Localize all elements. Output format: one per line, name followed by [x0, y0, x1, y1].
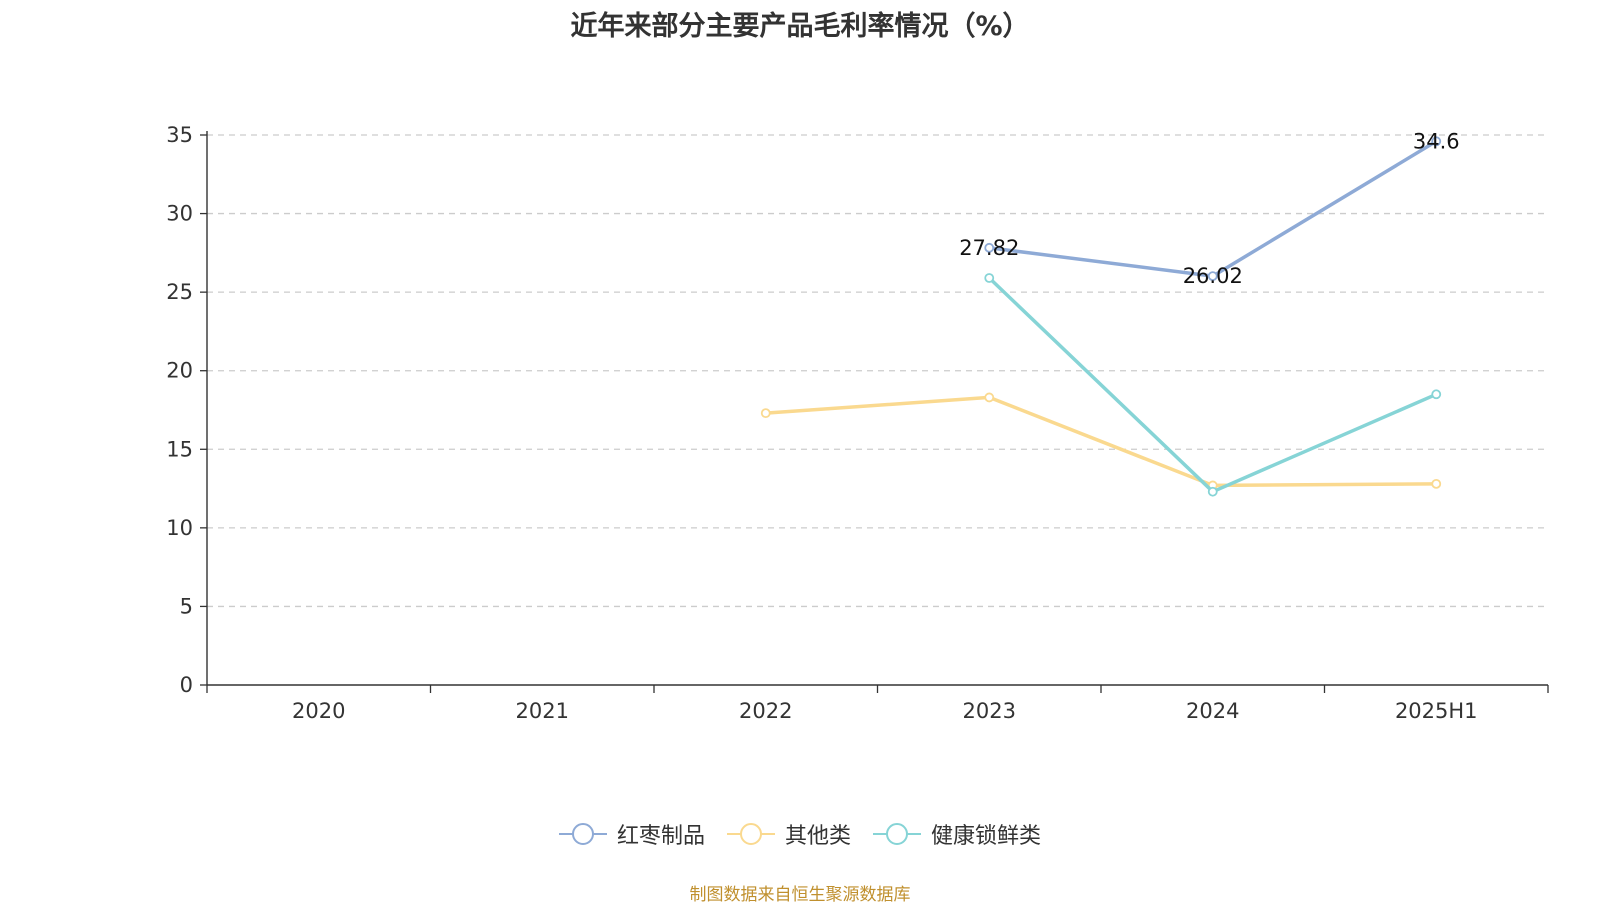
chart-title: 近年来部分主要产品毛利率情况（%）	[570, 11, 1030, 42]
x-tick-label: 2022	[739, 699, 792, 723]
legend: 红枣制品 其他类 健康锁鲜类	[0, 818, 1600, 850]
legend-item[interactable]: 健康锁鲜类	[873, 818, 1041, 850]
data-point[interactable]	[1207, 486, 1218, 497]
data-label: 34.6	[1413, 129, 1460, 153]
legend-marker-icon	[558, 823, 607, 845]
legend-item[interactable]: 红枣制品	[558, 818, 705, 850]
grid-lines	[207, 134, 1548, 608]
data-point[interactable]	[1431, 136, 1442, 147]
legend-label: 健康锁鲜类	[931, 824, 1042, 849]
data-point[interactable]	[984, 273, 995, 283]
series-line-1	[765, 395, 1437, 488]
legend-label: 其他类	[784, 824, 851, 849]
data-point[interactable]	[1207, 271, 1218, 282]
y-tick-label: 0	[180, 673, 193, 697]
y-tick-label: 30	[166, 202, 193, 226]
x-tick-label: 2025H1	[1395, 699, 1478, 723]
legend-marker-circle	[739, 823, 762, 845]
data-point[interactable]	[1431, 478, 1442, 489]
data-labels: 27.82 26.02 34.6	[959, 129, 1459, 288]
legend-marker-circle	[886, 823, 908, 845]
source-note: 制图数据来自恒生聚源数据库	[689, 885, 911, 905]
y-tick-label: 35	[166, 123, 193, 147]
x-tick-label: 2021	[516, 699, 569, 723]
legend-marker-circle	[571, 823, 594, 845]
y-tick-label: 5	[180, 594, 193, 618]
y-tick-label: 15	[166, 437, 193, 461]
legend-marker-icon	[726, 823, 775, 845]
series-line-0	[989, 139, 1438, 278]
x-tick-label: 2023	[963, 699, 1016, 723]
y-tick-label: 10	[166, 516, 193, 540]
x-tick-label: 2024	[1186, 699, 1239, 723]
legend-label: 红枣制品	[616, 824, 705, 849]
data-label: 26.02	[1183, 264, 1243, 288]
data-point[interactable]	[760, 408, 771, 419]
data-point[interactable]	[1431, 389, 1442, 400]
data-label: 27.82	[959, 236, 1019, 260]
series-lines	[760, 136, 1442, 497]
series-line-2	[988, 276, 1437, 494]
y-tick-label: 20	[166, 359, 193, 383]
x-tick-label: 2020	[292, 699, 345, 723]
data-point[interactable]	[984, 242, 995, 253]
axes: 0 5 10 15 20 25 30 35 2020 2021 2022 2023 2024 2025H1	[166, 123, 1549, 723]
legend-marker-icon	[873, 823, 921, 845]
y-tick-label: 25	[166, 280, 193, 304]
data-point[interactable]	[984, 392, 995, 403]
legend-item[interactable]: 其他类	[726, 818, 851, 850]
